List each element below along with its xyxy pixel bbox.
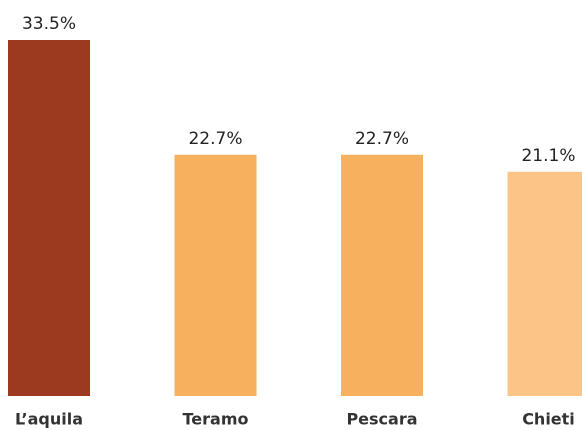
bar bbox=[341, 154, 423, 396]
category-label: Teramo bbox=[183, 410, 249, 429]
bar bbox=[8, 40, 90, 396]
category-label: Pescara bbox=[346, 410, 417, 429]
value-label: 21.1% bbox=[521, 146, 575, 166]
value-label: 22.7% bbox=[188, 129, 242, 149]
bar bbox=[507, 171, 582, 396]
category-label: Chieti bbox=[522, 410, 575, 429]
category-label: L’aquila bbox=[15, 410, 83, 429]
bar bbox=[174, 154, 257, 396]
value-label: 33.5% bbox=[22, 14, 76, 34]
value-label: 22.7% bbox=[355, 129, 409, 149]
